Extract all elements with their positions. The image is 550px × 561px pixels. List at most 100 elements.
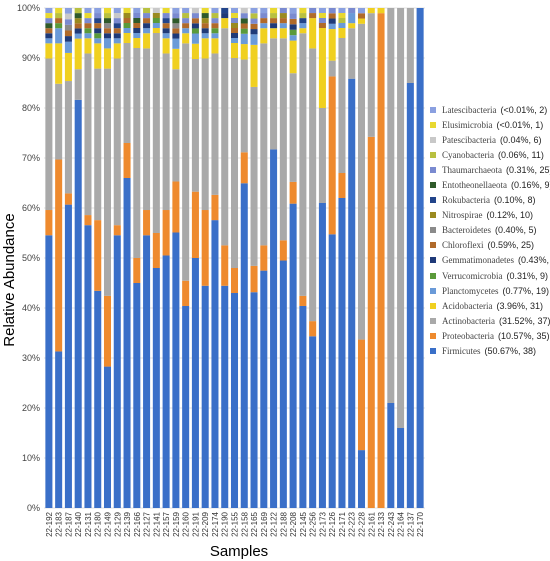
bar-segment bbox=[45, 235, 53, 509]
bar-segment bbox=[250, 292, 258, 508]
bar-segment bbox=[133, 13, 141, 18]
legend-series-stats: (0.04%, 6) bbox=[499, 134, 542, 145]
bar-segment bbox=[74, 33, 82, 39]
bar-segment bbox=[270, 18, 278, 24]
legend-item: Proteobacteria (10.57%, 35) bbox=[430, 328, 550, 343]
bar-segment bbox=[143, 210, 151, 236]
legend-series-name: Actinobacteria bbox=[442, 315, 495, 326]
bar-segment bbox=[123, 33, 131, 43]
bar-segment bbox=[250, 23, 258, 30]
bar-segment bbox=[143, 13, 151, 19]
bar-segment bbox=[172, 69, 180, 182]
bar-segment bbox=[309, 336, 317, 508]
bar-segment bbox=[318, 203, 326, 508]
bar-segment bbox=[191, 8, 199, 14]
bar-segment bbox=[94, 33, 102, 39]
bar-segment bbox=[143, 18, 151, 24]
legend-series-name: Bacteroidetes bbox=[442, 225, 491, 236]
bar-segment bbox=[387, 403, 395, 508]
bar-segment bbox=[152, 233, 160, 268]
bar-segment bbox=[113, 8, 121, 14]
bar-segment bbox=[152, 268, 160, 508]
legend-swatch bbox=[430, 227, 436, 234]
bar-segment bbox=[162, 210, 170, 256]
y-tick-label: 20% bbox=[22, 403, 40, 413]
bars bbox=[45, 8, 424, 509]
legend-series-name: Planctomycetes bbox=[442, 285, 499, 296]
x-tick-label: 22-171 bbox=[338, 511, 347, 536]
x-tick-label: 22-159 bbox=[172, 511, 181, 536]
bar-segment bbox=[338, 13, 346, 18]
bar-segment bbox=[162, 8, 170, 14]
bar-segment bbox=[250, 29, 258, 35]
y-tick-label: 80% bbox=[22, 103, 40, 113]
bar-segment bbox=[201, 23, 209, 29]
bar-segment bbox=[123, 13, 131, 18]
bar-segment bbox=[260, 23, 268, 29]
legend-series-name: Chloroflexi bbox=[442, 240, 484, 251]
legend-series-name: Cyanobacteria bbox=[442, 149, 494, 160]
y-tick-label: 70% bbox=[22, 153, 40, 163]
y-tick-label: 0% bbox=[27, 503, 40, 513]
bar-segment bbox=[299, 305, 307, 508]
y-tick-label: 10% bbox=[22, 453, 40, 463]
bar-segment bbox=[260, 270, 268, 508]
bar-segment bbox=[123, 18, 131, 23]
legend-series-stats: (0.43%, 17) bbox=[517, 255, 550, 266]
bar-segment bbox=[211, 8, 219, 14]
x-tick-label: 22-149 bbox=[104, 511, 113, 536]
x-tick-label: 22-131 bbox=[84, 511, 93, 536]
bar-segment bbox=[103, 28, 112, 34]
bar-segment bbox=[55, 28, 63, 44]
bar-segment bbox=[103, 8, 112, 14]
bar-segment bbox=[260, 28, 268, 44]
bar-segment bbox=[94, 290, 102, 508]
bar-segment bbox=[299, 8, 307, 14]
bar-segment bbox=[152, 8, 160, 13]
bar-segment bbox=[64, 52, 72, 82]
bar-segment bbox=[211, 23, 219, 29]
bar-segment bbox=[45, 18, 53, 24]
bar-segment bbox=[240, 8, 248, 14]
x-tick-label: 22-192 bbox=[45, 511, 54, 536]
x-tick-label: 22-173 bbox=[318, 511, 327, 536]
bar-segment bbox=[211, 53, 219, 195]
bar-segment bbox=[123, 178, 131, 508]
bar-segment bbox=[299, 13, 307, 19]
bar-segment bbox=[230, 58, 239, 268]
bar-segment bbox=[191, 258, 199, 508]
bar-segment bbox=[230, 293, 239, 508]
legend-series-name: Acidobacteria bbox=[442, 300, 493, 311]
bar-segment bbox=[270, 28, 278, 39]
bar-segment bbox=[357, 13, 366, 19]
bar-segment bbox=[201, 58, 209, 211]
bar-segment bbox=[328, 8, 336, 14]
x-tick-label: 22-140 bbox=[74, 511, 83, 536]
bar-segment bbox=[406, 83, 414, 508]
bar-segment bbox=[279, 38, 287, 241]
legend-swatch bbox=[430, 287, 436, 294]
x-tick-label: 22-191 bbox=[191, 511, 200, 536]
bar-segment bbox=[270, 8, 278, 14]
x-tick-label: 22-161 bbox=[367, 511, 376, 536]
x-tick-label: 22-208 bbox=[289, 511, 298, 536]
x-tick-label: 22-190 bbox=[221, 511, 230, 536]
bar-segment bbox=[279, 23, 287, 29]
bar-segment bbox=[318, 18, 326, 23]
bar-segment bbox=[113, 235, 121, 509]
legend-item: Latescibacteria (<0.01%, 2) bbox=[430, 102, 548, 117]
bar-segment bbox=[377, 13, 385, 509]
bar-segment bbox=[230, 268, 239, 293]
bar-segment bbox=[299, 18, 307, 24]
bar-segment bbox=[182, 23, 190, 29]
x-tick-label: 22-160 bbox=[182, 511, 191, 536]
bar-segment bbox=[113, 18, 121, 24]
bar-segment bbox=[143, 23, 151, 29]
bar-segment bbox=[182, 8, 190, 14]
legend-series-stats: (0.77%, 19) bbox=[502, 285, 550, 296]
legend-swatch bbox=[430, 136, 436, 143]
bar-segment bbox=[94, 13, 102, 19]
legend-series-stats: (50.67%, 38) bbox=[484, 346, 537, 357]
bar-segment bbox=[289, 181, 297, 204]
legend-item: Rokubacteria (0.10%, 8) bbox=[430, 193, 548, 208]
